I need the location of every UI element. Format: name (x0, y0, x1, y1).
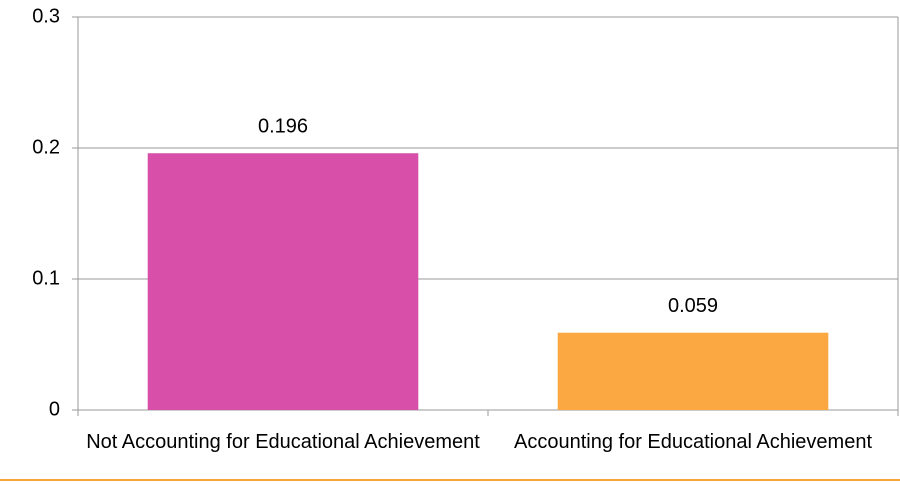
y-tick-label: 0.1 (32, 267, 60, 289)
x-tick-label: Not Accounting for Educational Achieveme… (86, 431, 480, 453)
x-tick-label: Accounting for Educational Achievement (514, 431, 872, 453)
data-label: 0.196 (258, 116, 308, 138)
bar (557, 332, 829, 410)
y-tick-label: 0.3 (32, 5, 60, 27)
bar (147, 153, 419, 411)
y-tick-label: 0 (49, 398, 60, 420)
data-label: 0.059 (668, 295, 718, 317)
y-tick-label: 0.2 (32, 136, 60, 158)
